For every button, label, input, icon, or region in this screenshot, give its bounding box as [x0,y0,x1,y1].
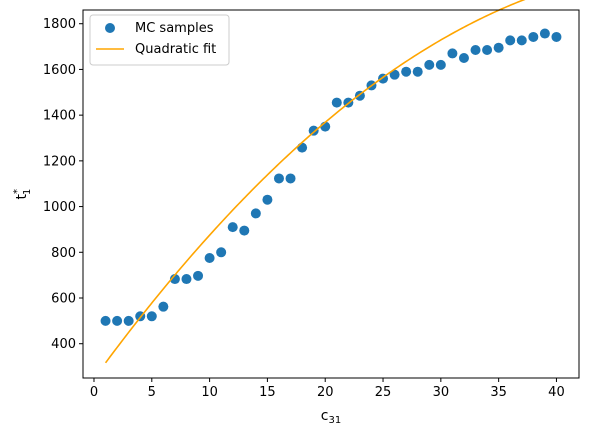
x-tick-label: 30 [433,385,450,400]
x-tick-label: 0 [90,385,98,400]
mc-sample-point [458,53,469,63]
mc-sample-point [389,69,400,80]
mc-sample-point [227,222,238,233]
x-axis: 0 5 10 15 20 25 30 35 40 [90,378,565,400]
y-axis-label: t*1 [12,189,33,200]
legend-box [89,14,230,66]
x-tick-label: 25 [375,385,392,400]
y-tick-label: 1200 [43,154,76,169]
mc-sample-point [528,31,539,42]
x-tick-label: 40 [548,385,565,400]
mc-sample-point [250,208,261,219]
mc-sample-point [401,66,412,77]
mc-sample-point [412,66,423,77]
mc-sample-point [308,125,319,136]
mc-sample-point [112,315,123,326]
mc-sample-point [447,48,458,59]
mc-sample-point [505,35,516,46]
y-axis: 400 600 800 1000 1200 1400 1600 1800 [43,17,83,352]
mc-sample-point [516,35,527,46]
x-axis-label: c31 [321,408,341,426]
mc-sample-point [273,173,284,184]
mc-sample-point [146,311,157,322]
x-tick-label: 15 [259,385,276,400]
mc-sample-point [239,225,250,236]
y-axis-label-superscript: * [12,189,23,194]
mc-sample-point [470,45,481,55]
mc-sample-point [181,274,192,285]
mc-sample-point [331,97,342,108]
axes-frame [82,9,580,379]
plot-area [100,0,562,364]
y-tick-label: 800 [51,246,76,261]
y-axis-label-subscript: 1 [22,189,33,195]
mc-sample-point [482,45,493,55]
legend-marker-scatter [105,23,115,33]
mc-sample-point [169,274,180,285]
mc-sample-point [262,194,273,205]
mc-sample-point [551,31,562,42]
x-axis-label-subscript: 31 [328,415,341,426]
legend-label-line: Quadratic fit [135,42,216,57]
mc-sample-point [285,173,296,184]
y-tick-label: 1600 [43,63,76,78]
y-tick-label: 1000 [43,200,76,215]
y-tick-label: 1400 [43,109,76,124]
legend-label-scatter: MC samples [135,21,214,36]
x-tick-label: 20 [317,385,334,400]
y-tick-label: 1800 [43,17,76,32]
mc-sample-point [158,301,169,312]
mc-sample-point [435,59,446,70]
mc-sample-point [493,42,504,53]
y-tick-label: 600 [51,292,76,307]
mc-sample-point [204,253,215,263]
x-tick-label: 5 [148,385,156,400]
mc-sample-point [123,315,134,326]
mc-sample-point [100,315,111,326]
mc-sample-point [297,142,308,153]
quadratic-fit-line [104,0,526,364]
legend: MC samples Quadratic fit [89,14,230,66]
x-tick-label: 35 [490,385,507,400]
mc-sample-point [216,247,227,258]
mc-sample-point [193,270,204,281]
x-tick-label: 10 [201,385,218,400]
mc-sample-point [424,59,435,70]
y-tick-label: 400 [51,337,76,352]
mc-sample-point [539,28,550,39]
